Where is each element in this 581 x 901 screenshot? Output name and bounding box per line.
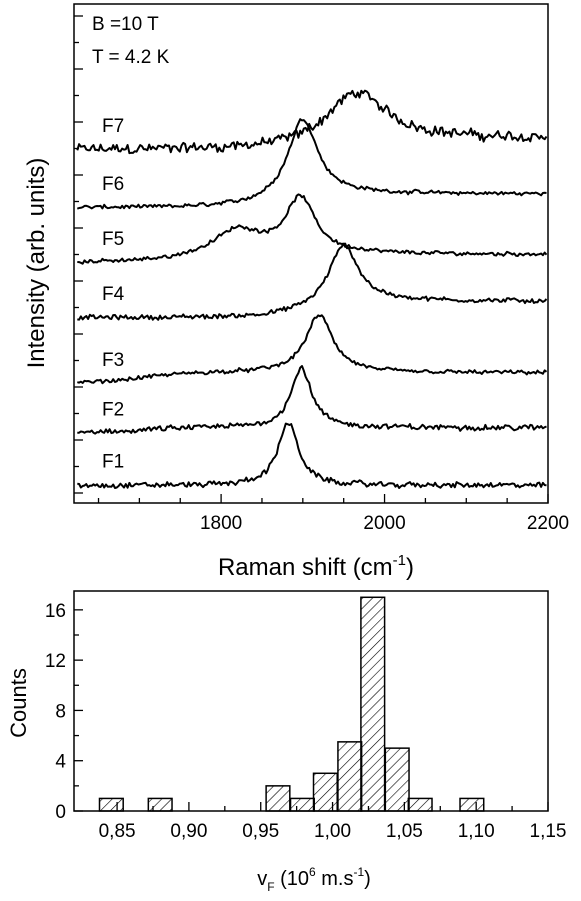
histogram-bar: [147, 797, 173, 812]
x-tick-label: 0,95: [242, 821, 279, 842]
spectra-series-labels: F7 F6 F5 F4 F3 F2 F1: [102, 116, 125, 473]
series-f4: [77, 242, 548, 321]
y-tick-label: 12: [45, 651, 66, 672]
y-tick-label: 4: [55, 752, 66, 773]
series-label-f6: F6: [102, 174, 124, 195]
series-label-f7: F7: [102, 116, 124, 137]
series-label-f4: F4: [102, 284, 125, 305]
x-tick-label: 0,90: [170, 821, 207, 842]
x-tick-label: 1,10: [458, 821, 495, 842]
series-f1: [77, 422, 547, 489]
series-label-f1: F1: [102, 452, 124, 473]
spectra-series: [76, 89, 548, 489]
series-f5: [77, 193, 548, 265]
x-tick-label: 1800: [200, 513, 242, 534]
x-tick-label: 2200: [527, 513, 569, 534]
histogram-bar: [459, 797, 485, 812]
histogram-bar: [407, 797, 433, 812]
x-tick-label: 2000: [363, 513, 405, 534]
x-tick-label: 1,00: [314, 821, 351, 842]
series-f3: [77, 314, 548, 385]
spectra-x-axis-label: Raman shift (cm-1): [218, 552, 414, 581]
series-label-f3: F3: [102, 350, 124, 371]
y-tick-label: 16: [45, 601, 66, 622]
spectra-y-axis-label: Intensity (arb. units): [23, 158, 50, 369]
spectra-axis-ticks: 1800 2000 2200: [74, 15, 569, 534]
x-tick-label: 1,05: [386, 821, 423, 842]
series-f6: [76, 118, 547, 210]
series-label-f5: F5: [102, 229, 124, 250]
histogram-bar: [337, 741, 363, 812]
x-tick-label: 0,85: [99, 821, 136, 842]
annotation-field: B =10 T: [92, 14, 159, 35]
histogram-bar: [289, 797, 315, 812]
histogram-bars: [98, 596, 485, 812]
x-tick-label: 1,15: [530, 821, 567, 842]
spectra-plot-frame: [73, 3, 549, 504]
series-label-f2: F2: [102, 399, 124, 420]
histogram-bar: [360, 596, 386, 812]
histogram-plot-frame: [73, 590, 549, 812]
y-tick-label: 8: [55, 701, 66, 722]
histogram-y-axis-label: Counts: [6, 668, 31, 738]
series-f2: [77, 365, 547, 435]
series-f7: [76, 89, 548, 155]
histogram-bar: [265, 785, 291, 812]
histogram-axis-ticks: 0,85 0,90 0,95 1,00 1,05 1,10 1,15 0 4 8 12 16: [45, 601, 567, 842]
histogram-x-axis-label: vF (106 m.s-1): [257, 865, 371, 894]
annotation-temperature: T = 4.2 K: [92, 47, 170, 68]
y-tick-label: 0: [55, 802, 66, 823]
histogram-bar: [384, 747, 410, 812]
histogram-bar: [312, 772, 338, 812]
histogram-bar: [98, 797, 124, 812]
